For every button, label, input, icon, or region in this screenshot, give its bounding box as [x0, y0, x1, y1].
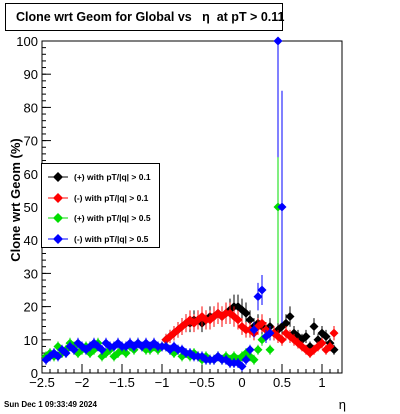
data-point — [253, 292, 263, 302]
data-point — [233, 315, 243, 325]
y-tick-label: 60 — [24, 167, 38, 182]
legend-label: (-) with pT/|q| > 0.1 — [74, 192, 149, 203]
y-tick-label: 100 — [16, 34, 38, 49]
legend-item: (+) with pT/|q| > 0.5 — [42, 208, 160, 228]
legend-diamond — [53, 213, 63, 223]
y-tick-label: 70 — [24, 134, 38, 149]
legend-marker-icon — [48, 192, 68, 203]
data-point — [265, 328, 275, 338]
data-point — [121, 348, 131, 358]
data-point — [329, 328, 339, 338]
legend-diamond — [53, 233, 63, 244]
data-point — [97, 345, 107, 355]
x-tick-label: 1 — [318, 375, 325, 390]
legend-marker-icon — [48, 213, 68, 223]
chart-title: Clone wrt Geom for Global vs η at pT > 0… — [16, 10, 285, 24]
legend-diamond — [53, 172, 63, 182]
legend-label: (+) with pT/|q| > 0.1 — [74, 172, 151, 182]
data-point — [61, 348, 71, 358]
data-point — [301, 331, 311, 341]
data-point — [237, 361, 247, 371]
legend-label: (-) with pT/|q| > 0.5 — [74, 233, 149, 244]
legend-item: (-) with pT/|q| > 0.1 — [42, 188, 160, 208]
y-tick-label: 80 — [24, 100, 38, 115]
x-tick-label: 0 — [238, 375, 245, 390]
legend-label: (+) with pT/|q| > 0.5 — [74, 213, 151, 223]
data-point — [277, 335, 287, 345]
legend-item: (-) with pT/|q| > 0.5 — [42, 229, 160, 249]
x-tick-label: −2 — [75, 375, 90, 390]
data-point — [285, 312, 295, 322]
data-point — [321, 331, 331, 341]
data-point — [309, 322, 319, 332]
x-tick-label: 0.5 — [273, 375, 291, 390]
series-1 — [161, 302, 339, 359]
data-point — [245, 345, 255, 355]
x-axis-label: η — [338, 397, 346, 412]
series-layer — [41, 36, 339, 372]
x-tick-label: −1.5 — [109, 375, 135, 390]
x-axis-ticks: −2.5 −2 −1.5 −1 −0.5 0 0.5 1 — [29, 364, 339, 390]
timestamp-footer: Sun Dec 1 09:33:49 2024 — [4, 400, 97, 409]
chart-title-box: Clone wrt Geom for Global vs η at pT > 0… — [5, 3, 285, 31]
data-point — [245, 315, 255, 325]
data-point — [253, 345, 263, 355]
y-tick-label: 50 — [24, 200, 38, 215]
data-point — [241, 308, 251, 318]
y-axis-ticks: 0 10 20 30 40 50 60 70 80 90 100 — [16, 34, 51, 381]
data-point — [53, 351, 63, 361]
data-point — [265, 345, 275, 355]
legend-item: (+) with pT/|q| > 0.1 — [42, 167, 160, 187]
series-3 — [41, 36, 287, 372]
y-tick-label: 40 — [24, 233, 38, 248]
data-point — [69, 345, 79, 355]
data-point — [273, 36, 283, 46]
legend-diamond — [53, 192, 63, 203]
data-point — [277, 202, 287, 212]
y-tick-label: 30 — [24, 266, 38, 281]
data-point — [257, 318, 267, 328]
y-tick-label: 10 — [24, 333, 38, 348]
legend: (+) with pT/|q| > 0.1 (-) with pT/|q| > 0… — [41, 163, 160, 248]
data-point — [325, 341, 335, 351]
data-point — [249, 325, 259, 335]
x-tick-label: −0.5 — [189, 375, 215, 390]
data-point — [249, 355, 259, 365]
legend-marker-icon — [48, 233, 68, 244]
x-tick-label: −2.5 — [29, 375, 55, 390]
y-tick-label: 90 — [24, 67, 38, 82]
data-point — [281, 318, 291, 328]
x-tick-label: −1 — [155, 375, 170, 390]
data-point — [257, 285, 267, 295]
data-point — [241, 355, 251, 365]
y-tick-label: 0 — [31, 366, 38, 381]
data-point — [317, 338, 327, 348]
y-tick-label: 20 — [24, 300, 38, 315]
legend-marker-icon — [48, 172, 68, 182]
y-axis-label: Clone wrt Geom (%) — [8, 138, 23, 262]
